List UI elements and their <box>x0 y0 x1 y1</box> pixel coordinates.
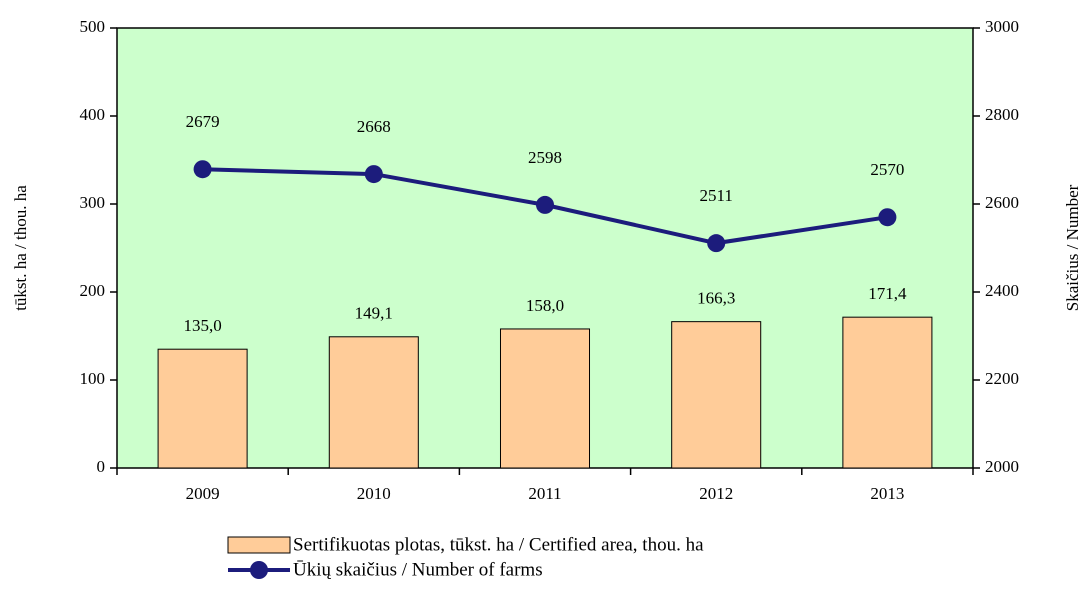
line-value-label: 2598 <box>528 148 562 167</box>
line-point <box>878 208 897 227</box>
legend-label: Ūkių skaičius / Number of farms <box>293 559 543 580</box>
bar <box>842 316 933 469</box>
y2-tick-label: 2200 <box>985 369 1019 388</box>
y2-tick-label: 2600 <box>985 193 1019 212</box>
x-tick-label: 2011 <box>528 484 561 503</box>
y-tick-label: 300 <box>80 193 106 212</box>
line-point <box>536 195 554 214</box>
bar-value-label: 158,0 <box>526 296 564 315</box>
bar-value-label: 171,4 <box>868 284 907 303</box>
legend-marker <box>250 561 268 579</box>
bar <box>328 336 419 469</box>
bar <box>499 328 591 469</box>
legend-swatch <box>227 536 291 554</box>
x-tick-label: 2013 <box>870 484 904 503</box>
line-point <box>193 160 212 179</box>
bar-value-label: 166,3 <box>697 289 735 308</box>
line-value-label: 2511 <box>700 186 733 205</box>
y-tick-label: 200 <box>80 281 106 300</box>
y-axis-label: tūkst. ha / thou. ha <box>11 185 30 311</box>
y-tick-label: 0 <box>97 457 106 476</box>
line-value-label: 2668 <box>357 117 391 136</box>
legend-label: Sertifikuotas plotas, tūkst. ha / Certif… <box>293 534 704 555</box>
y2-tick-label: 2000 <box>985 457 1019 476</box>
bar-value-label: 135,0 <box>183 316 221 335</box>
y2-tick-label: 3000 <box>985 17 1019 36</box>
y-tick-label: 100 <box>80 369 106 388</box>
y2-tick-label: 2400 <box>985 281 1019 300</box>
line-value-label: 2679 <box>186 112 220 131</box>
line-point <box>707 234 726 253</box>
x-tick-label: 2010 <box>357 484 391 503</box>
y2-axis-label: Skaičius / Number <box>1063 184 1082 311</box>
bar <box>157 348 248 469</box>
line-value-label: 2570 <box>870 160 904 179</box>
bar <box>671 321 762 469</box>
x-tick-label: 2012 <box>699 484 733 503</box>
y-tick-label: 400 <box>80 105 106 124</box>
y-tick-label: 500 <box>80 17 106 36</box>
x-tick-label: 2009 <box>186 484 220 503</box>
y2-tick-label: 2800 <box>985 105 1019 124</box>
line-point <box>364 165 383 184</box>
bar-value-label: 149,1 <box>355 304 393 323</box>
